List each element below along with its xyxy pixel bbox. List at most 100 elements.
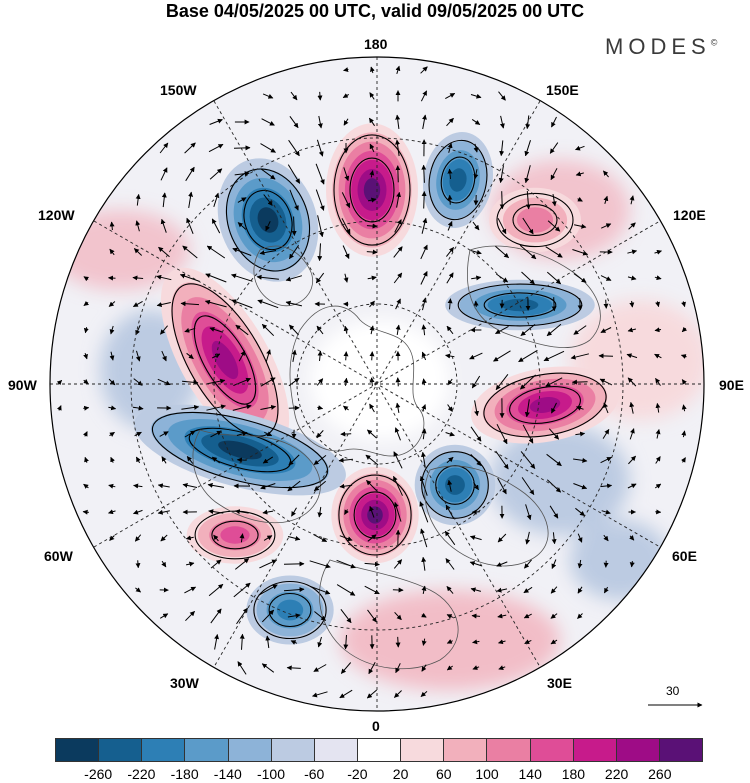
wind-vector [110,456,115,463]
wind-vector [421,428,427,440]
wind-vector [260,143,276,153]
wind-vector [317,405,324,411]
wind-vector [629,300,635,308]
wind-vector [83,327,89,334]
wind-vector [654,249,662,255]
colorbar-swatch [56,739,100,761]
anomaly-center-high-canada [160,267,290,453]
anomaly-shade [211,340,239,380]
wind-vector [444,530,456,546]
wind-vector [470,93,482,99]
wind-vector [82,509,89,515]
contour-line [428,139,488,221]
contour-line [440,156,476,204]
wind-vector [108,405,117,411]
wind-vector [497,533,507,543]
wind-vector [291,507,297,517]
wind-vector [602,428,610,439]
wind-vector [365,454,379,466]
wind-vector [237,222,247,230]
wind-vector [525,504,532,521]
wind-vector [547,220,561,232]
wind-vector [603,586,609,594]
wind-vector [109,535,115,541]
wind-vector [259,250,277,256]
wind-vector [395,114,401,129]
wind-vector [209,168,223,180]
wind-vector [185,535,194,541]
wind-vector [366,223,378,229]
wind-vector [132,405,144,411]
wind-vector [161,350,167,362]
wind-vector [447,142,453,153]
wind-vector [367,534,377,542]
wind-vector [393,451,403,469]
wind-vector [549,142,559,154]
anomaly-shade [257,207,279,233]
wind-vector [522,217,534,235]
colorbar-tick-label: 260 [648,766,672,782]
contour-line [512,204,558,236]
wind-vector [213,192,220,208]
wind-vector [239,533,245,543]
wind-vector [366,480,378,492]
wind-vector [83,379,89,385]
lon-label-150e: 150E [546,82,579,98]
lon-label-bottom: 0 [372,718,380,734]
wind-vector [185,166,195,182]
wind-vector [287,164,301,184]
colorbar-swatch [401,739,445,761]
wind-vector [393,246,403,258]
wind-vector [208,509,224,515]
wind-vector [188,191,194,208]
wind-vector [496,561,508,567]
wind-vector [420,66,428,74]
wind-vector [205,273,227,283]
colorbar-tick-label: -220 [127,766,156,782]
wind-vector [214,634,220,650]
wind-vector [367,609,377,623]
wind-vector [421,612,427,618]
wind-vector [499,140,505,157]
wind-vector [261,118,275,126]
wind-vector [446,272,454,284]
map-boundary [49,56,705,712]
wind-vector [546,271,562,285]
wind-vector [470,454,482,466]
wind-vector [499,115,505,129]
wind-vector [496,273,509,283]
wind-vector [263,535,273,541]
wind-vector [577,533,583,543]
wind-vector [213,534,219,542]
anomaly-center-low-scandinavia [414,444,496,526]
wind-vector [181,404,200,410]
wind-vector [160,534,168,542]
wind-vector [395,65,401,75]
colorbar-tick-label: 20 [392,766,409,782]
wind-vector [654,353,662,359]
wind-vector [261,323,275,337]
wind-vector [367,275,377,281]
wind-vector [83,352,88,360]
wind-vector [655,301,661,308]
wind-vector [655,377,661,386]
wind-vector [519,244,537,260]
anomaly-center-low-azores [246,575,334,645]
wind-vector [186,456,194,464]
wind-vector [156,274,172,281]
wind-vector [546,453,562,467]
wind-vector [395,636,401,648]
wind-vector [576,405,584,411]
wind-vector [394,690,402,698]
wind-vector [654,275,662,281]
wind-vector [312,691,328,698]
wind-vector [156,302,171,307]
wind-vector [315,272,325,284]
wind-vector [186,217,194,234]
contour-line [243,189,293,251]
wind-vector [340,608,352,624]
wind-vector [367,197,377,203]
wind-vector [132,275,144,281]
wind-vector [291,216,297,236]
wind-vector [655,429,661,439]
